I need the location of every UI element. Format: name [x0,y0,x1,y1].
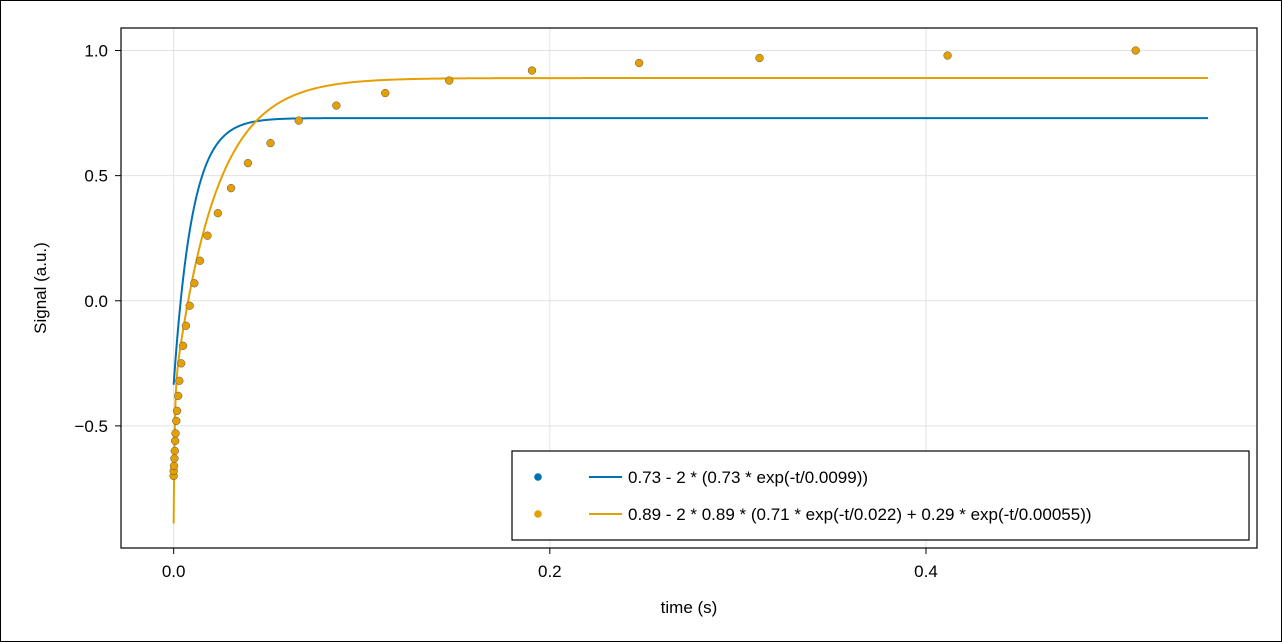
y-tick-label: −0.5 [74,417,108,436]
data-point-series-2 [172,416,181,426]
x-tick-label: 0.0 [162,562,186,581]
data-point-series-2 [170,446,179,456]
data-point-series-2 [174,391,183,401]
legend-label-series-1: 0.73 - 2 * (0.73 * exp(-t/0.0099)) [628,468,868,487]
data-point-series-2 [177,359,186,368]
legend-box [511,450,1250,541]
data-point-series-2 [332,101,341,110]
data-point-series-2 [172,406,182,416]
legend-marker-series-2 [534,510,542,518]
y-tick-label: 0.5 [84,167,108,186]
data-point-series-2 [527,66,537,75]
data-point-series-2 [635,58,644,68]
data-point-series-2 [175,376,184,385]
legend-marker-series-1 [534,473,542,481]
axis-ticks: 0.0 0.2 0.4 1.0 0.5 0.0 −0.5 [74,42,937,581]
fit-curve-series-2 [172,77,1209,524]
data-point-series-2 [755,53,764,63]
data-point-series-2 [195,256,205,265]
legend: 0.73 - 2 * (0.73 * exp(-t/0.0099)) 0.89 … [511,450,1250,541]
data-point-series-2 [381,88,390,98]
x-tick-label: 0.4 [914,562,938,581]
data-point-series-2 [203,231,212,240]
data-point-series-2 [178,341,188,350]
legend-label-series-2: 0.89 - 2 * 0.89 * (0.71 * exp(-t/0.022) … [628,505,1092,524]
data-points [169,46,1140,481]
data-point-series-2 [1131,46,1140,55]
data-point-series-2 [170,454,179,463]
data-point-series-2 [185,301,194,310]
data-point-series-2 [226,184,236,193]
y-axis-label: Signal (a.u.) [31,242,50,334]
data-point-series-2 [943,51,952,60]
y-tick-label: 1.0 [84,42,108,61]
y-tick-label: 0.0 [84,292,108,311]
fit-curves [172,77,1209,524]
data-point-series-2 [169,461,179,471]
data-point-series-2 [266,138,275,148]
data-point-series-2 [171,436,180,446]
data-point-series-2 [190,279,199,288]
data-point-series-2 [213,209,223,218]
x-tick-label: 0.2 [538,562,562,581]
x-axis-label: time (s) [661,598,718,617]
plot-area-border [120,27,1258,549]
data-point-series-2 [445,76,454,85]
data-point-series-2 [243,158,253,168]
data-point-series-2 [294,116,303,125]
fit-curve-series-1 [172,117,1209,385]
data-point-series-2 [181,321,191,330]
data-point-series-2 [171,429,180,438]
